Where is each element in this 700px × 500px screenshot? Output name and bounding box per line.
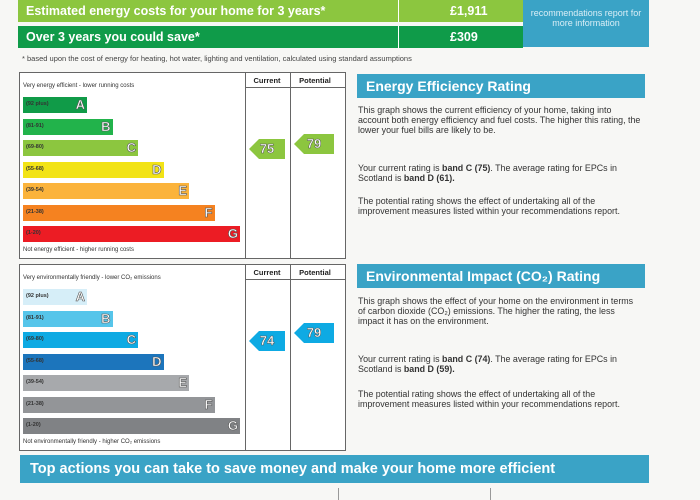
- band-range: (81-91): [26, 122, 44, 129]
- band-bar-g: (1-20) G: [23, 418, 240, 434]
- environmental-impact-heading: Environmental Impact (CO₂) Rating: [357, 264, 645, 288]
- divider-line: [245, 73, 246, 258]
- band-bar-d: (55-68) D: [23, 353, 164, 370]
- recommendations-note: recommendations report for more informat…: [523, 0, 649, 47]
- band-range: (39-54): [26, 187, 44, 193]
- band-letter: A: [75, 97, 85, 113]
- band-range: (55-68): [26, 357, 44, 364]
- table-divider: [490, 488, 491, 500]
- band-bar-d: (55-68) D: [23, 161, 164, 178]
- band-letter: D: [152, 353, 162, 369]
- band-bar-a: (92 plus) A: [23, 289, 87, 305]
- divider-line: [245, 265, 246, 450]
- band-range: (69-80): [26, 336, 44, 342]
- energy-efficiency-heading: Energy Efficiency Rating: [357, 74, 645, 98]
- band-bar-a: (92 plus) A: [23, 97, 87, 113]
- text-run: Your current rating is: [358, 163, 443, 173]
- band-range: (1-20): [26, 230, 41, 236]
- row-divider: [398, 0, 399, 22]
- energy-paragraph-1: This graph shows the current efficiency …: [358, 105, 641, 135]
- estimated-costs-label: Estimated energy costs for your home for…: [26, 4, 326, 18]
- bottom-caption: Not energy efficient - higher running co…: [23, 247, 134, 253]
- recommendations-note-text: recommendations report for more informat…: [530, 8, 642, 28]
- band-bar-e: (39-54) E: [23, 375, 189, 391]
- potential-rating-arrow: 79: [294, 323, 334, 343]
- band-letter: B: [101, 118, 111, 134]
- band-bar-b: (81-91) B: [23, 310, 113, 327]
- band-range: (39-54): [26, 379, 44, 385]
- divider-line: [290, 265, 291, 450]
- band-letter: E: [178, 183, 187, 199]
- band-range: (81-91): [26, 314, 44, 321]
- save-label: Over 3 years you could save*: [26, 30, 200, 44]
- current-rating-arrow: 74: [249, 331, 285, 351]
- text-run: . The average rating for EPCs in Scotlan…: [358, 354, 617, 374]
- band-range: (55-68): [26, 165, 44, 172]
- top-caption: Very environmentally friendly - lower CO…: [23, 275, 161, 281]
- potential-rating-arrow: 79: [294, 134, 334, 154]
- energy-paragraph-3: The potential rating shows the effect of…: [358, 196, 620, 216]
- current-band-text: band C (74): [442, 354, 491, 364]
- table-divider: [338, 488, 339, 500]
- band-range: (1-20): [26, 422, 41, 428]
- band-bar-g: (1-20) G: [23, 226, 240, 242]
- save-value: £309: [450, 30, 478, 44]
- average-band-text: band D (61).: [403, 173, 455, 183]
- band-letter: G: [227, 418, 239, 434]
- footnote: * based upon the cost of energy for heat…: [22, 54, 412, 63]
- current-band-text: band C (75): [442, 163, 491, 173]
- band-range: (69-80): [26, 144, 44, 150]
- divider-line: [245, 279, 345, 280]
- band-letter: A: [75, 289, 85, 305]
- band-letter: E: [178, 375, 187, 391]
- band-letter: D: [152, 161, 162, 177]
- divider-line: [290, 73, 291, 258]
- potential-header: Potential: [299, 268, 331, 277]
- estimated-costs-row: Estimated energy costs for your home for…: [18, 0, 523, 22]
- band-bar-f: (21-38) F: [23, 396, 215, 413]
- top-actions-heading: Top actions you can take to save money a…: [20, 455, 649, 483]
- band-range: (92 plus): [26, 101, 49, 107]
- bottom-caption: Not environmentally friendly - higher CO…: [23, 439, 161, 445]
- band-letter: B: [101, 310, 111, 326]
- band-range: (92 plus): [26, 293, 49, 299]
- band-bar-f: (21-38) F: [23, 204, 215, 221]
- env-paragraph-3: The potential rating shows the effect of…: [358, 389, 620, 409]
- band-bar-b: (81-91) B: [23, 118, 113, 135]
- potential-header: Potential: [299, 76, 331, 85]
- band-letter: F: [204, 396, 213, 412]
- current-header: Current: [253, 76, 281, 85]
- band-letter: F: [204, 204, 213, 220]
- band-bar-e: (39-54) E: [23, 183, 189, 199]
- band-range: (21-38): [26, 208, 44, 215]
- band-bar-c: (69-80) C: [23, 332, 138, 348]
- current-rating-arrow: 75: [249, 139, 285, 159]
- energy-paragraph-2: Your current rating is band C (75). The …: [358, 163, 642, 183]
- energy-efficiency-chart: Current Potential Very energy efficient …: [19, 72, 346, 259]
- environmental-impact-chart: Current Potential Very environmentally f…: [19, 264, 346, 451]
- env-paragraph-2: Your current rating is band C (74). The …: [358, 354, 642, 374]
- band-letter: C: [126, 140, 136, 156]
- band-letter: C: [126, 332, 136, 348]
- row-divider: [398, 26, 399, 48]
- save-row: Over 3 years you could save* £309: [18, 26, 523, 48]
- band-range: (21-38): [26, 400, 44, 407]
- env-paragraph-1: This graph shows the effect of your home…: [358, 296, 634, 326]
- top-caption: Very energy efficient - lower running co…: [23, 83, 135, 89]
- current-header: Current: [253, 268, 281, 277]
- band-letter: G: [227, 226, 239, 242]
- band-bar-c: (69-80) C: [23, 140, 138, 156]
- divider-line: [245, 87, 345, 88]
- text-run: Your current rating is: [358, 354, 443, 364]
- average-band-text: band D (59).: [403, 364, 455, 374]
- text-run: . The average rating for EPCs in Scotlan…: [358, 163, 617, 183]
- estimated-costs-value: £1,911: [450, 4, 488, 18]
